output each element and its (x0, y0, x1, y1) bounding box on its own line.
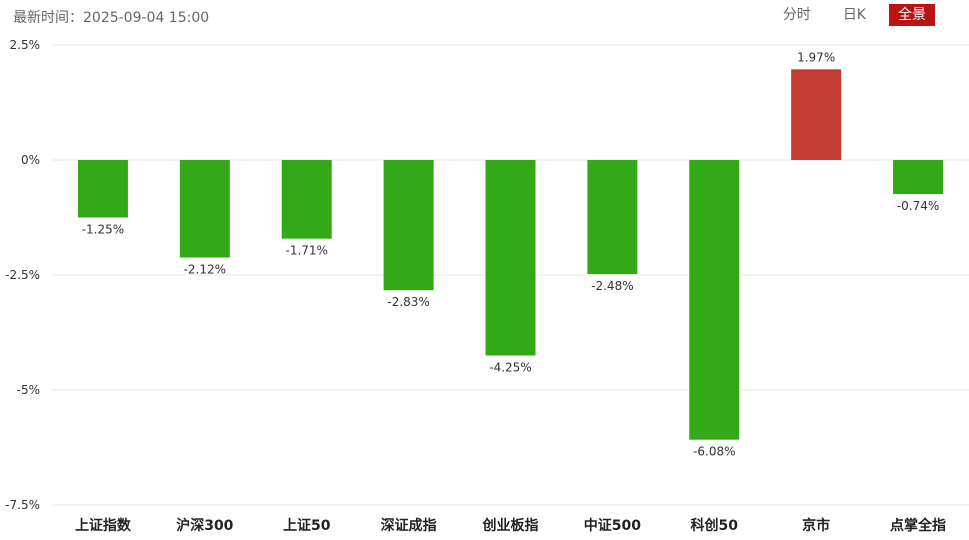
bar (485, 160, 536, 356)
bar (689, 160, 740, 440)
category-label: 上证50 (283, 518, 331, 534)
bar (791, 69, 842, 160)
y-tick-label: -5% (17, 383, 40, 397)
value-label: -6.08% (693, 445, 735, 459)
value-label: -2.83% (387, 295, 429, 309)
view-tabs: 分时 日K 全景 (774, 4, 935, 26)
bar (587, 160, 638, 275)
category-label: 中证500 (584, 517, 641, 534)
bar (179, 160, 230, 258)
y-tick-label: -2.5% (5, 268, 40, 282)
tab-daily-k[interactable]: 日K (842, 7, 866, 23)
value-label: -2.48% (591, 279, 633, 293)
category-label: 沪深300 (176, 517, 233, 534)
category-label: 科创50 (691, 517, 739, 534)
category-label: 上证指数 (75, 517, 132, 534)
value-label: -1.71% (285, 244, 327, 258)
bar (383, 160, 434, 291)
category-label: 深证成指 (381, 517, 437, 534)
y-tick-label: 0% (21, 153, 40, 167)
category-label: 创业板指 (482, 517, 539, 534)
category-label: 点掌全指 (890, 517, 946, 534)
y-tick-label: -7.5% (5, 498, 40, 512)
value-label: -4.25% (489, 361, 531, 375)
update-time: 最新时间：2025-09-04 15:00 (13, 10, 210, 26)
category-label: 京市 (802, 517, 830, 534)
tab-intraday[interactable]: 分时 (782, 7, 811, 23)
value-label: -1.25% (82, 223, 124, 237)
value-label: -2.12% (184, 263, 226, 277)
value-label: -0.74% (897, 199, 939, 213)
bar (77, 160, 128, 218)
value-label: 1.97% (797, 50, 835, 64)
bar (281, 160, 332, 239)
y-tick-label: 2.5% (10, 38, 41, 52)
chart-header: 最新时间：2025-09-04 15:00 分时 日K 全景 (0, 0, 969, 30)
tab-panorama[interactable]: 全景 (889, 4, 935, 26)
bar (893, 160, 944, 195)
